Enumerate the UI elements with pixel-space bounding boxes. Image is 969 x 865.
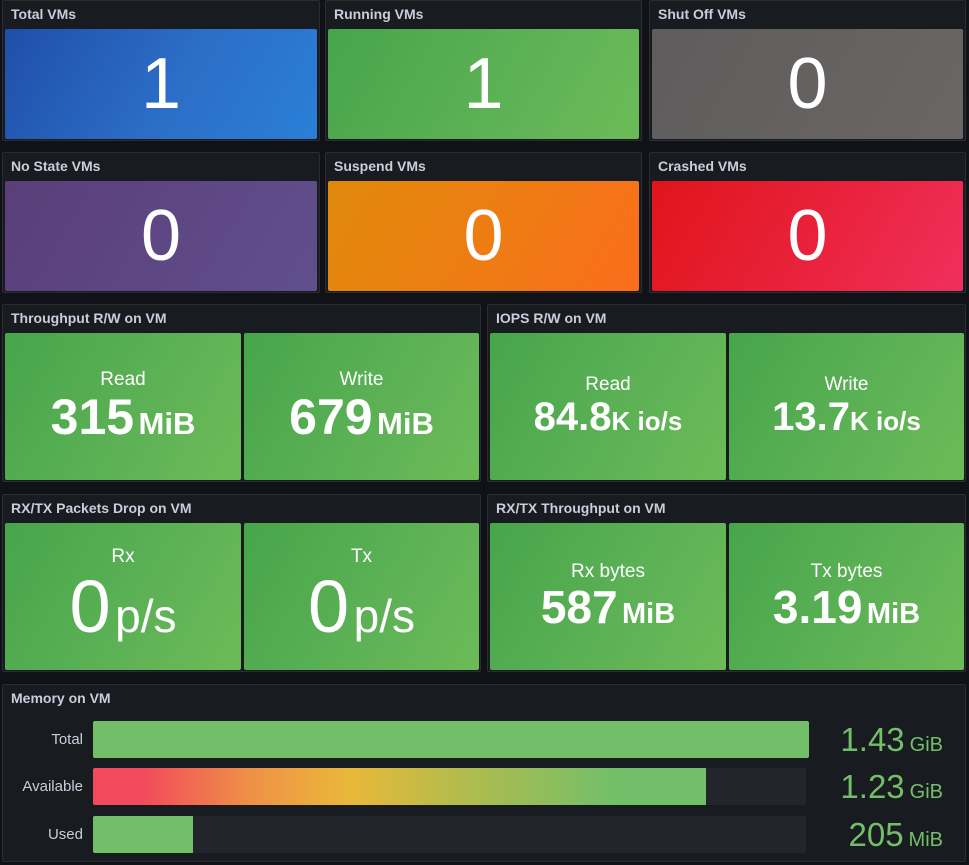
no-state-vms-panel[interactable]: No State VMs 0	[2, 152, 320, 293]
value-unit: GiB	[909, 781, 943, 803]
memory-available-fill	[93, 768, 707, 805]
no-state-vms-stat: 0	[5, 181, 317, 291]
stat-label: Read	[100, 368, 146, 390]
stat-value: 0	[463, 196, 504, 276]
stat-value: 315 MiB	[50, 388, 196, 445]
stat-value: 3.19 MiB	[773, 583, 920, 631]
panel-title: Throughput R/W on VM	[11, 310, 167, 326]
value-number: 587	[540, 580, 618, 633]
total-vms-panel[interactable]: Total VMs 1	[2, 0, 320, 141]
crashed-vms-panel[interactable]: Crashed VMs 0	[649, 152, 966, 293]
panel-title: No State VMs	[11, 158, 101, 174]
stat-value: 0	[140, 196, 182, 276]
throughput-read-stat: Read 315 MiB	[5, 333, 241, 480]
memory-used-bar	[93, 816, 806, 853]
suspend-vms-stat: 0	[328, 181, 639, 291]
panel-title: Suspend VMs	[334, 158, 426, 174]
value-unit: MiB	[908, 829, 943, 851]
net-tx-stat: Tx bytes 3.19 MiB	[729, 523, 964, 670]
memory-total-label: Total	[51, 731, 83, 748]
shut-off-vms-panel[interactable]: Shut Off VMs 0	[649, 0, 966, 141]
stat-label: Write	[824, 374, 869, 396]
stat-value: 1	[140, 44, 182, 124]
stat-value: 679 MiB	[289, 388, 434, 445]
stat-label: Tx	[350, 546, 373, 568]
throughput-write-stat: Write 679 MiB	[244, 333, 479, 480]
stat-label: Tx bytes	[810, 560, 883, 582]
total-vms-stat: 1	[5, 29, 317, 139]
panel-title: Running VMs	[334, 6, 424, 22]
value-number: 84.8	[533, 394, 612, 439]
suspend-vms-panel[interactable]: Suspend VMs 0	[325, 152, 642, 293]
value-number: 1.43	[840, 721, 905, 758]
value-unit: K io/s	[611, 405, 683, 436]
value-number: 1.23	[840, 768, 905, 805]
panel-title: RX/TX Packets Drop on VM	[11, 500, 192, 516]
stat-value: 0	[787, 44, 828, 124]
value-unit: p/s	[115, 590, 177, 643]
value-unit: MiB	[622, 597, 676, 630]
memory-used-fill	[93, 816, 193, 853]
value-unit: p/s	[353, 590, 415, 643]
memory-panel[interactable]: Memory on VM Total 1.43 GiB Available 1.2…	[2, 684, 966, 862]
iops-write-stat: Write 13.7K io/s	[729, 333, 964, 480]
stat-value: 0 p/s	[70, 568, 177, 646]
crashed-vms-stat: 0	[652, 181, 963, 291]
memory-total-bar	[93, 721, 809, 758]
packets-drop-panel[interactable]: RX/TX Packets Drop on VM Rx 0 p/s Tx 0 p…	[2, 494, 481, 672]
iops-read-stat: Read 84.8K io/s	[490, 333, 726, 480]
memory-available-bar	[93, 768, 806, 805]
value-unit: MiB	[138, 405, 196, 441]
value-number: 315	[50, 388, 135, 445]
value-number: 0	[308, 565, 350, 649]
value-number: 13.7	[772, 394, 851, 439]
panel-title: RX/TX Throughput on VM	[496, 500, 666, 516]
memory-used-value: 205 MiB	[848, 816, 943, 854]
value-unit: MiB	[866, 597, 921, 630]
panel-title: Memory on VM	[11, 690, 111, 706]
stat-value: 587 MiB	[541, 583, 675, 631]
stat-value: 0	[787, 196, 828, 276]
stat-label: Rx	[111, 546, 135, 568]
throughput-panel[interactable]: Throughput R/W on VM Read 315 MiB Write …	[2, 304, 481, 482]
packets-drop-rx-stat: Rx 0 p/s	[5, 523, 241, 670]
iops-panel[interactable]: IOPS R/W on VM Read 84.8K io/s Write 13.…	[487, 304, 966, 482]
stat-value: 13.7K io/s	[772, 396, 921, 438]
panel-title: IOPS R/W on VM	[496, 310, 607, 326]
memory-used-label: Used	[47, 826, 83, 843]
value-number: 205	[848, 816, 904, 853]
stat-label: Write	[339, 368, 384, 390]
stat-label: Read	[585, 374, 631, 396]
net-rx-stat: Rx bytes 587 MiB	[490, 523, 726, 670]
value-number: 3.19	[772, 580, 863, 633]
stat-value: 0 p/s	[308, 568, 415, 646]
panel-title: Crashed VMs	[658, 158, 747, 174]
shut-off-vms-stat: 0	[652, 29, 963, 139]
value-unit: K io/s	[850, 405, 921, 436]
net-throughput-panel[interactable]: RX/TX Throughput on VM Rx bytes 587 MiB …	[487, 494, 966, 672]
value-number: 679	[289, 388, 373, 445]
value-number: 0	[69, 565, 111, 649]
panel-title: Total VMs	[11, 6, 77, 22]
memory-available-label: Available	[22, 778, 83, 795]
stat-value: 84.8K io/s	[534, 396, 683, 438]
value-unit: GiB	[909, 734, 943, 756]
value-unit: MiB	[377, 405, 434, 441]
memory-available-value: 1.23 GiB	[840, 768, 943, 806]
packets-drop-tx-stat: Tx 0 p/s	[244, 523, 479, 670]
stat-value: 1	[463, 44, 504, 124]
memory-total-value: 1.43 GiB	[840, 721, 943, 759]
panel-title: Shut Off VMs	[658, 6, 746, 22]
stat-label: Rx bytes	[571, 560, 645, 582]
memory-total-fill	[93, 721, 809, 758]
running-vms-stat: 1	[328, 29, 639, 139]
running-vms-panel[interactable]: Running VMs 1	[325, 0, 642, 141]
